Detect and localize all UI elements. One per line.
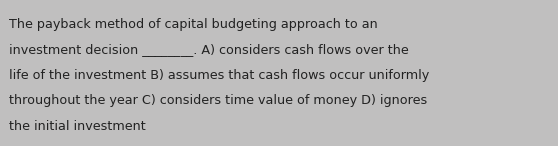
- Text: The payback method of capital budgeting approach to an: The payback method of capital budgeting …: [9, 18, 378, 31]
- Text: the initial investment: the initial investment: [9, 120, 146, 133]
- Text: investment decision ________. A) considers cash flows over the: investment decision ________. A) conside…: [9, 43, 408, 56]
- Text: life of the investment B) assumes that cash flows occur uniformly: life of the investment B) assumes that c…: [9, 69, 429, 82]
- Text: throughout the year C) considers time value of money D) ignores: throughout the year C) considers time va…: [9, 94, 427, 107]
